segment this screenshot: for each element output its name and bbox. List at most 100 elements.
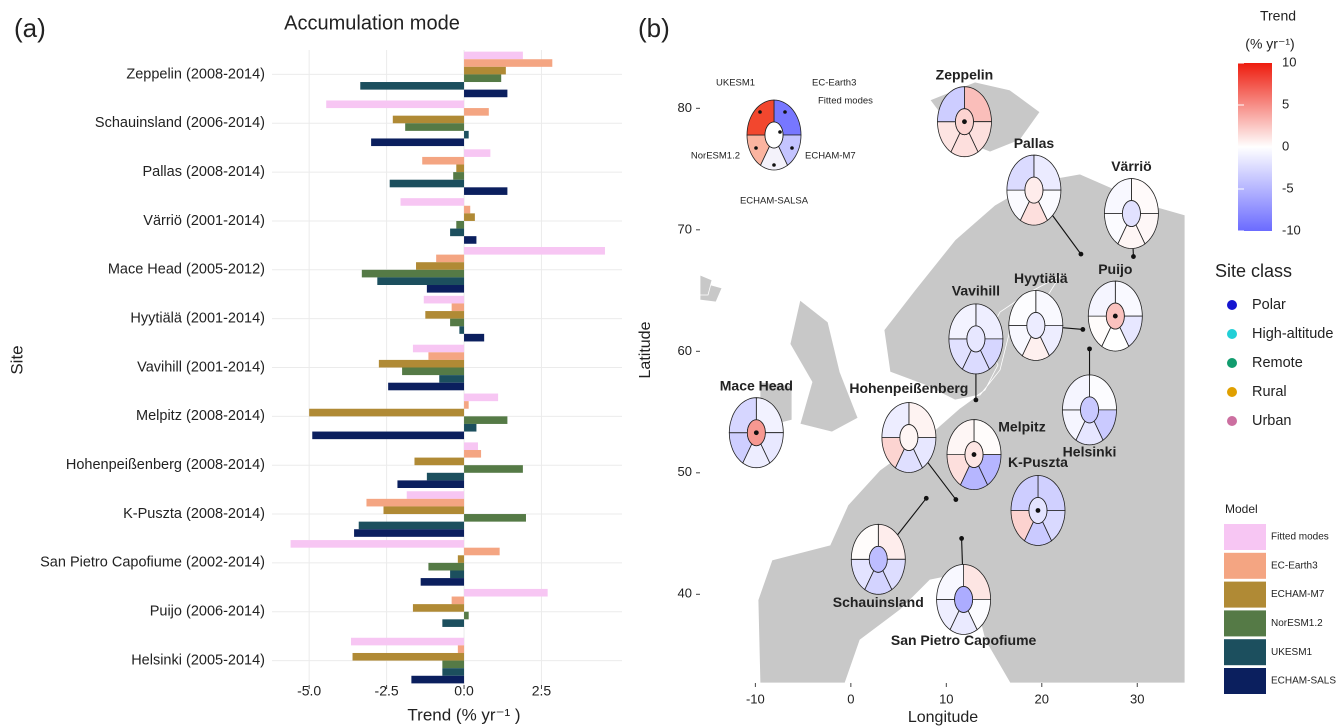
x-tick-label: 0	[847, 691, 854, 706]
bar	[464, 547, 500, 556]
colorbar-tick-label: -5	[1282, 180, 1294, 195]
bar	[464, 401, 469, 409]
y-tick-label: Värriö (2001-2014)	[143, 213, 265, 229]
site-point	[1078, 251, 1084, 257]
site-point	[1080, 327, 1086, 332]
bar	[406, 491, 465, 499]
bar	[464, 213, 475, 221]
site-label: Melpitz	[998, 418, 1045, 434]
glyph-center	[966, 325, 986, 353]
site-label: Puijo	[1098, 261, 1132, 277]
y-tick-label: Mace Head (2005-2012)	[108, 262, 265, 278]
bar	[442, 668, 465, 676]
legend-swatch	[1224, 668, 1266, 694]
bar	[416, 262, 465, 270]
bar	[459, 326, 465, 334]
legend-label: NorESM1.2	[1271, 618, 1323, 629]
bar	[360, 82, 465, 90]
bar	[464, 465, 523, 473]
panel-label: (a)	[14, 13, 46, 43]
glyph-key-label: NorESM1.2	[691, 151, 740, 162]
legend-marker	[1227, 300, 1237, 310]
site-point	[1112, 313, 1118, 319]
legend-label: Polar	[1252, 297, 1286, 313]
site-point	[1087, 346, 1092, 352]
bar	[450, 318, 465, 327]
x-tick-label: -2.5	[375, 683, 399, 699]
bar	[464, 449, 482, 458]
colorbar-tick-label: 10	[1282, 54, 1296, 69]
bar	[397, 480, 465, 488]
colorbar-tick-label: 5	[1282, 96, 1289, 111]
x-axis-title: Trend (% yr⁻¹ )	[407, 705, 520, 724]
y-tick-label: Melpitz (2008-2014)	[136, 408, 265, 424]
site-label: Pallas	[1014, 135, 1055, 151]
x-tick-label: 0.0	[454, 683, 474, 699]
legend-marker	[1227, 329, 1237, 339]
bar	[405, 123, 465, 131]
x-tick-label: -5.0	[297, 683, 321, 699]
bar	[457, 645, 465, 653]
legend-marker	[1227, 358, 1237, 368]
bar	[426, 285, 465, 293]
legend-label: Rural	[1252, 384, 1287, 400]
site-label: Schauinsland	[833, 594, 924, 610]
glyph-center	[764, 121, 784, 149]
bar	[442, 619, 465, 627]
site-label: San Pietro Capofiume	[891, 632, 1037, 648]
glyph-key-label: ECHAM-M7	[805, 151, 856, 162]
bar	[464, 108, 489, 116]
bar	[464, 393, 499, 402]
bar	[464, 611, 469, 620]
bar	[439, 375, 465, 383]
bar	[411, 675, 465, 684]
site-point	[959, 536, 964, 541]
bar	[326, 100, 465, 109]
site-label: Mace Head	[720, 377, 793, 393]
bar	[464, 236, 477, 244]
colorbar-tick-label: -10	[1282, 222, 1301, 237]
glyph-key-label: UKESM1	[716, 78, 755, 89]
bar	[464, 588, 548, 597]
legend-swatch	[1224, 552, 1266, 579]
colorbar-tick-label: 0	[1282, 138, 1289, 153]
y-tick-label: Zeppelin (2008-2014)	[126, 66, 265, 82]
bar	[290, 540, 465, 548]
bar	[464, 130, 469, 139]
site-label: Hohenpeißenberg	[849, 380, 968, 396]
site-point	[1035, 508, 1041, 513]
bar	[412, 344, 465, 353]
x-tick-label: -10	[746, 691, 765, 706]
bar	[464, 187, 508, 195]
bar	[426, 472, 465, 481]
glyph-key-dot	[778, 130, 782, 134]
glyph-center	[1080, 396, 1099, 424]
bar	[312, 431, 465, 440]
bar	[464, 59, 553, 67]
site-label: K-Puszta	[1008, 454, 1068, 470]
panel-label: (b)	[638, 13, 670, 43]
legend-label: ECHAM-M7	[1271, 589, 1325, 600]
bar	[464, 514, 526, 522]
bar	[414, 457, 465, 466]
legend-label: ECHAM-SALSA	[1271, 676, 1336, 687]
bar	[420, 578, 465, 586]
bar	[464, 416, 508, 424]
bar	[456, 164, 465, 173]
x-tick-label: 20	[1035, 691, 1049, 706]
x-tick-label: 10	[939, 691, 953, 706]
bar	[451, 303, 465, 312]
glyph-center	[1122, 200, 1141, 227]
legend-swatch	[1224, 610, 1266, 637]
bar	[456, 220, 465, 229]
bar	[464, 333, 485, 342]
bar	[457, 555, 465, 563]
chart-title: Accumulation mode	[284, 12, 460, 34]
y-tick-label: 70	[678, 221, 692, 236]
bar	[383, 506, 465, 515]
bar	[354, 529, 465, 537]
glyph-center	[1026, 312, 1046, 339]
glyph-center	[954, 586, 973, 613]
x-tick-label: 30	[1130, 691, 1144, 706]
